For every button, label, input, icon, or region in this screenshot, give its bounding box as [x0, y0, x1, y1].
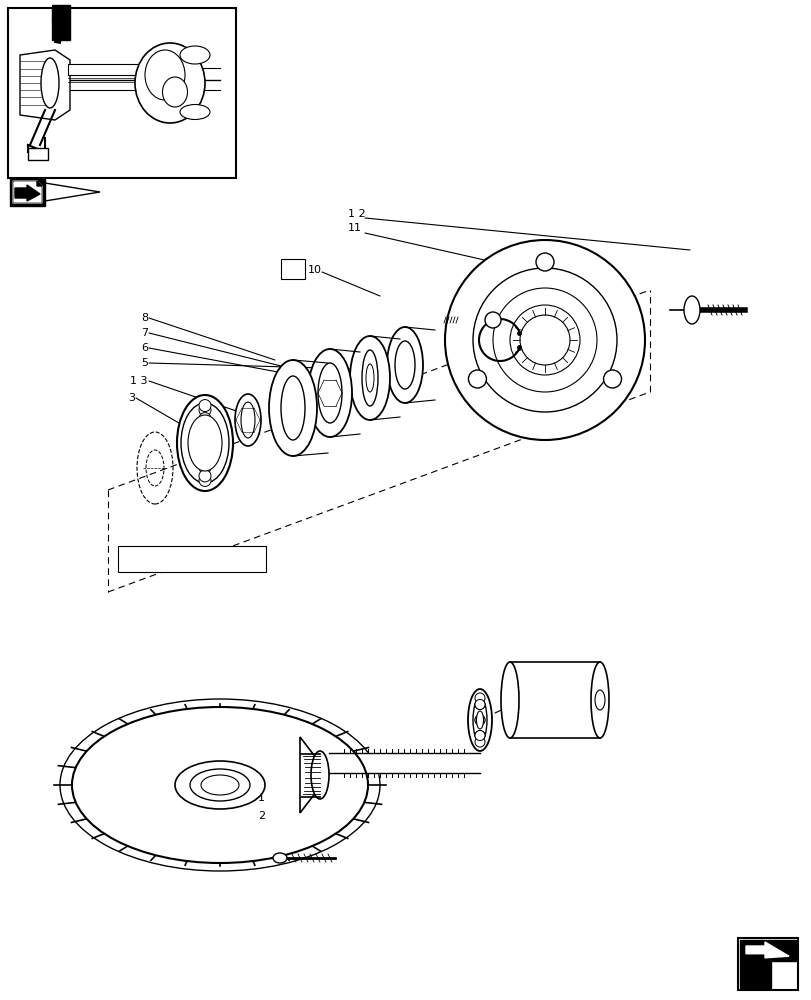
- Bar: [8, 8, 236, 178]
- Ellipse shape: [268, 360, 316, 456]
- Ellipse shape: [362, 350, 378, 406]
- Polygon shape: [20, 50, 70, 120]
- Text: 11: 11: [348, 223, 362, 233]
- Ellipse shape: [473, 698, 487, 742]
- Circle shape: [474, 731, 484, 741]
- Circle shape: [474, 731, 484, 741]
- Circle shape: [473, 268, 616, 412]
- Circle shape: [474, 715, 484, 725]
- FancyBboxPatch shape: [281, 259, 305, 279]
- Ellipse shape: [683, 296, 699, 324]
- Text: 1 2: 1 2: [348, 209, 365, 219]
- Circle shape: [474, 699, 484, 709]
- Ellipse shape: [188, 415, 221, 471]
- Polygon shape: [37, 181, 42, 186]
- Circle shape: [199, 413, 211, 425]
- Text: 3: 3: [530, 691, 536, 701]
- Circle shape: [199, 437, 211, 449]
- Text: 10: 10: [307, 265, 322, 275]
- Ellipse shape: [366, 364, 374, 392]
- Circle shape: [199, 461, 211, 473]
- Polygon shape: [484, 305, 539, 375]
- Circle shape: [199, 404, 211, 416]
- Ellipse shape: [190, 769, 250, 801]
- Ellipse shape: [201, 775, 238, 795]
- Polygon shape: [739, 940, 795, 988]
- Bar: [118, 546, 266, 572]
- Ellipse shape: [476, 305, 492, 375]
- Ellipse shape: [181, 403, 229, 483]
- Circle shape: [199, 470, 211, 482]
- Circle shape: [474, 737, 484, 747]
- Polygon shape: [509, 662, 599, 738]
- Text: 1: 1: [258, 793, 264, 803]
- Polygon shape: [745, 942, 788, 958]
- Circle shape: [199, 400, 211, 412]
- Circle shape: [509, 305, 579, 375]
- Circle shape: [474, 715, 484, 725]
- Text: 4: 4: [577, 668, 583, 678]
- Circle shape: [474, 699, 484, 709]
- Polygon shape: [10, 178, 45, 206]
- Polygon shape: [13, 181, 42, 203]
- Polygon shape: [45, 183, 100, 201]
- Ellipse shape: [307, 349, 351, 437]
- Ellipse shape: [180, 46, 210, 64]
- Polygon shape: [15, 185, 40, 201]
- Circle shape: [492, 288, 596, 392]
- Ellipse shape: [177, 395, 233, 491]
- Ellipse shape: [311, 751, 328, 799]
- Circle shape: [199, 474, 211, 486]
- Text: 1.40.6/06 02: 1.40.6/06 02: [122, 554, 198, 566]
- Ellipse shape: [72, 707, 367, 863]
- Circle shape: [519, 315, 569, 365]
- Text: 6: 6: [141, 343, 148, 353]
- Ellipse shape: [594, 690, 604, 710]
- Bar: [28, 148, 48, 160]
- Ellipse shape: [350, 336, 389, 420]
- Circle shape: [468, 370, 486, 388]
- Ellipse shape: [241, 402, 255, 438]
- Ellipse shape: [394, 341, 414, 389]
- Ellipse shape: [500, 662, 518, 738]
- Circle shape: [444, 240, 644, 440]
- Text: 2: 2: [258, 811, 265, 821]
- Text: 3: 3: [128, 393, 135, 403]
- Bar: [737, 938, 797, 990]
- Text: 1 3: 1 3: [131, 376, 148, 386]
- Circle shape: [484, 312, 500, 328]
- Ellipse shape: [387, 327, 423, 403]
- Text: 8: 8: [140, 313, 148, 323]
- Circle shape: [199, 450, 211, 462]
- Ellipse shape: [234, 394, 260, 446]
- Ellipse shape: [175, 761, 264, 809]
- Polygon shape: [328, 753, 479, 773]
- Bar: [68, 64, 152, 75]
- Ellipse shape: [590, 662, 608, 738]
- Ellipse shape: [162, 77, 187, 107]
- Ellipse shape: [476, 711, 483, 729]
- Circle shape: [474, 693, 484, 703]
- Circle shape: [535, 253, 553, 271]
- Ellipse shape: [180, 105, 210, 120]
- Ellipse shape: [467, 689, 491, 751]
- Ellipse shape: [135, 43, 204, 123]
- Text: 9: 9: [285, 265, 292, 275]
- Circle shape: [199, 424, 211, 436]
- Circle shape: [603, 370, 620, 388]
- Ellipse shape: [145, 50, 185, 100]
- Polygon shape: [299, 737, 320, 813]
- Text: 7: 7: [140, 328, 148, 338]
- Ellipse shape: [41, 58, 59, 108]
- Bar: [52, 5, 70, 40]
- Ellipse shape: [272, 853, 286, 863]
- Text: 5: 5: [141, 358, 148, 368]
- Ellipse shape: [281, 376, 305, 440]
- Ellipse shape: [318, 363, 341, 423]
